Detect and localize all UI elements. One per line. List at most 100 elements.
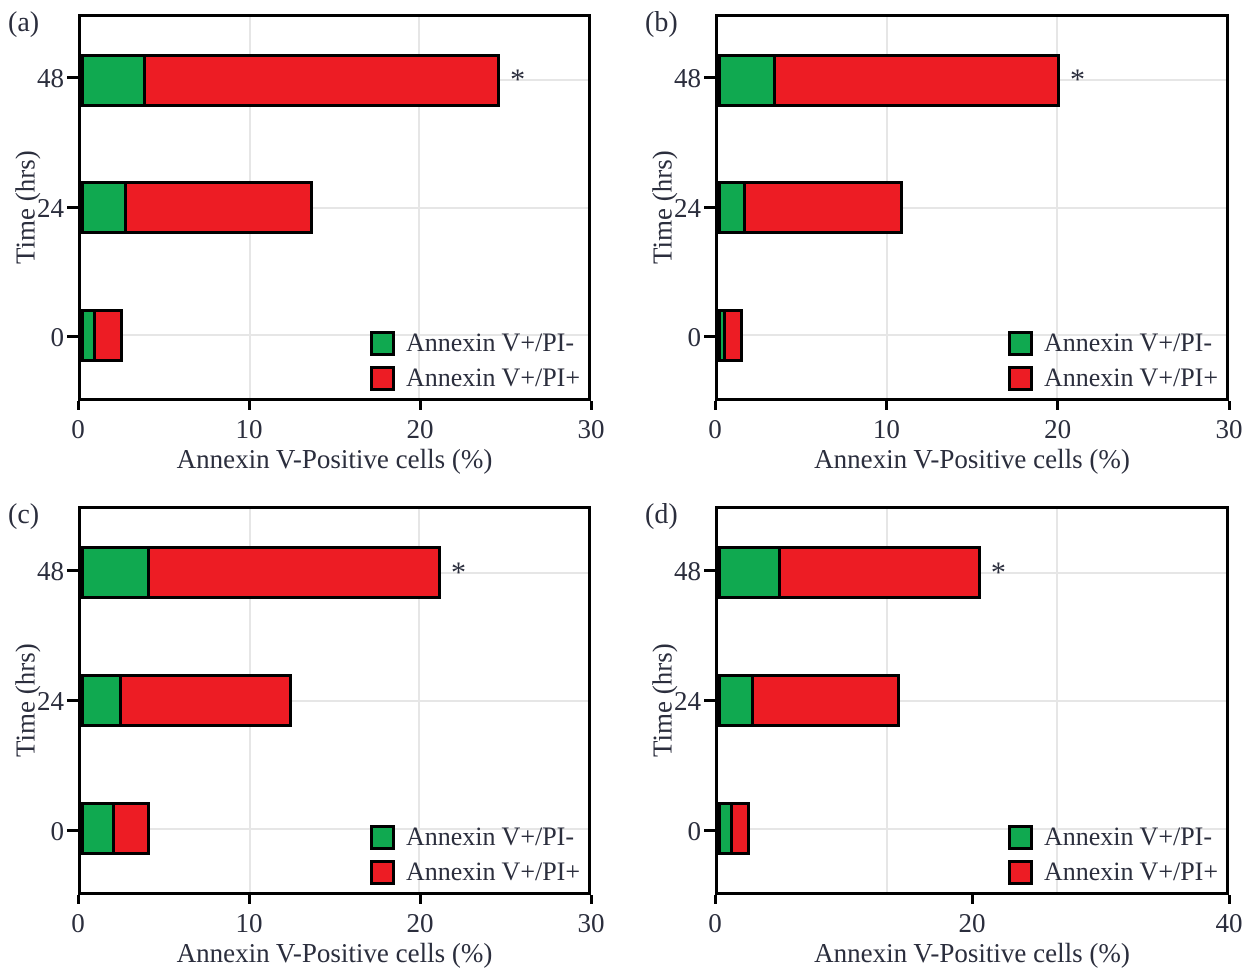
segment-annexin-pos-pi-pos [126, 184, 310, 231]
x-tick-mark [247, 895, 251, 904]
x-tick-label: 0 [708, 414, 722, 444]
legend-swatch-green [369, 824, 395, 850]
horizontal-gridline [81, 699, 588, 702]
x-tick-label: 40 [1215, 908, 1243, 938]
bar-24h [718, 181, 903, 234]
x-tick-mark [970, 895, 974, 904]
horizontal-gridline [718, 206, 1226, 209]
bar-24h [81, 181, 313, 234]
x-tick-label: 0 [71, 414, 85, 444]
bar-48h [718, 53, 1061, 107]
legend-swatch-green [1007, 330, 1033, 356]
x-tick-label: 10 [235, 908, 263, 938]
y-tick-mark [67, 335, 81, 339]
x-tick-label: 20 [958, 908, 986, 938]
x-tick-label: 20 [406, 908, 434, 938]
x-tick-mark [1056, 401, 1060, 410]
panel-letter-a: (a) [8, 7, 40, 38]
x-tick-mark [418, 401, 422, 410]
y-tick-label: 0 [687, 815, 702, 846]
legend-swatch-red [1007, 859, 1033, 885]
legend-row: Annexin V+/PI- [1007, 823, 1218, 851]
legend-row: Annexin V+/PI+ [369, 364, 580, 392]
x-tick-label: 0 [708, 908, 722, 938]
plot-area-a: * Annexin V+/PI- Annexin V+/PI+ [78, 14, 591, 401]
segment-annexin-pos-pi-pos [145, 56, 498, 104]
x-tick-mark [247, 401, 251, 410]
y-tick-label: 24 [37, 685, 64, 716]
bar-0h [718, 802, 750, 856]
x-tick-mark [76, 895, 80, 904]
x-tick-mark [76, 401, 80, 410]
segment-annexin-pos-pi-pos [114, 805, 148, 853]
y-tick-label: 24 [674, 192, 701, 223]
panel-letter-d: (d) [645, 499, 678, 530]
horizontal-gridline [718, 699, 1226, 702]
legend-label: Annexin V+/PI- [405, 328, 574, 357]
y-tick-label: 0 [50, 322, 65, 353]
y-tick-label: 48 [674, 63, 701, 94]
legend: Annexin V+/PI- Annexin V+/PI+ [1007, 823, 1218, 886]
x-tick-label: 0 [71, 908, 85, 938]
x-tick-mark [589, 895, 593, 904]
y-tick-label: 48 [37, 63, 64, 94]
plot-area-b: * Annexin V+/PI- Annexin V+/PI+ [715, 14, 1229, 401]
plot-area-c: * Annexin V+/PI- Annexin V+/PI+ [78, 506, 591, 895]
segment-annexin-pos-pi-neg [84, 549, 151, 597]
segment-annexin-pos-pi-neg [721, 677, 755, 724]
y-tick-mark [67, 205, 81, 209]
x-tick-mark [884, 401, 888, 410]
x-tick-label: 20 [1044, 414, 1072, 444]
x-tick-mark [713, 401, 717, 410]
segment-annexin-pos-pi-pos [745, 184, 900, 231]
y-tick-mark [704, 205, 718, 209]
segment-annexin-pos-pi-neg [721, 56, 776, 104]
bar-0h [718, 308, 744, 362]
legend-swatch-red [1007, 365, 1033, 391]
segment-annexin-pos-pi-pos [726, 311, 741, 359]
y-tick-mark [704, 568, 718, 572]
x-tick-label: 20 [406, 414, 434, 444]
segment-annexin-pos-pi-neg [84, 805, 115, 853]
y-tick-mark [704, 698, 718, 702]
y-tick-mark [67, 568, 81, 572]
segment-annexin-pos-pi-pos [754, 677, 897, 724]
x-axis-title: Annexin V-Positive cells (%) [176, 444, 493, 474]
panel-b: (b) Time (hrs) * Annexin V+/PI- Annexin V+/P… [623, 0, 1246, 486]
segment-annexin-pos-pi-pos [95, 311, 121, 359]
panel-d: (d) Time (hrs) * Annexin V+/PI- Annexin V+/P… [623, 486, 1246, 972]
x-tick-label: 30 [577, 908, 605, 938]
bar-48h [81, 546, 441, 600]
y-tick-mark [704, 828, 718, 832]
panel-a: (a) Time (hrs) * Annexin V+/PI- Annexin V+/P… [0, 0, 623, 486]
significance-asterisk: * [990, 555, 1006, 589]
x-tick-label: 10 [235, 414, 263, 444]
y-tick-mark [67, 828, 81, 832]
x-tick-label: 30 [1215, 414, 1243, 444]
bar-0h [81, 308, 124, 362]
legend: Annexin V+/PI- Annexin V+/PI+ [1007, 329, 1218, 392]
legend-row: Annexin V+/PI+ [369, 858, 580, 886]
legend-swatch-green [1007, 824, 1033, 850]
x-tick-label: 30 [577, 414, 605, 444]
x-tick-label: 10 [872, 414, 900, 444]
x-axis-title: Annexin V-Positive cells (%) [814, 444, 1130, 474]
legend-row: Annexin V+/PI- [369, 822, 580, 851]
segment-annexin-pos-pi-neg [721, 805, 734, 853]
segment-annexin-pos-pi-pos [121, 677, 290, 724]
x-tick-mark [589, 401, 593, 410]
legend-row: Annexin V+/PI- [369, 328, 580, 357]
y-tick-mark [67, 76, 81, 80]
segment-annexin-pos-pi-neg [84, 677, 122, 724]
x-tick-mark [418, 895, 422, 904]
y-tick-mark [704, 335, 718, 339]
legend-row: Annexin V+/PI+ [1007, 858, 1218, 886]
significance-asterisk: * [510, 63, 526, 97]
panel-letter-c: (c) [8, 499, 40, 530]
legend-label: Annexin V+/PI- [405, 822, 574, 851]
plot-area-d: * Annexin V+/PI- Annexin V+/PI+ [715, 506, 1229, 895]
y-tick-label: 24 [37, 192, 64, 223]
y-tick-mark [67, 698, 81, 702]
panel-letter-b: (b) [645, 7, 678, 38]
significance-asterisk: * [1070, 63, 1086, 97]
